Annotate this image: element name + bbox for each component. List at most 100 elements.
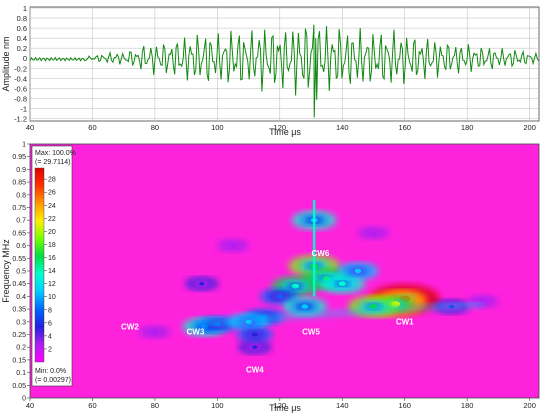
waveform-y-tick-label: -0.8 [14,94,27,103]
heatmap-y-tick-label: 0 [22,396,26,403]
heatmap-y-tick-label: 0.65 [12,230,26,237]
heatmap-energy-core [354,268,362,274]
heatmap-y-tick-label: 0.5 [16,269,26,276]
colorbar-tick-label: 18 [48,242,56,249]
heatmap-energy-core [152,330,158,334]
annotation-cw5: CW5 [302,328,320,337]
heatmap-x-tick-label: 140 [336,401,349,410]
waveform-x-axis-label: Time μs [269,127,301,137]
waveform-y-tick-label: 0.4 [17,34,27,43]
colorbar-tick-label: 26 [48,190,56,197]
waveform-x-tick-label: 80 [151,123,159,132]
heatmap-dispersion-band [195,302,483,326]
colorbar-tick-label: 24 [48,203,56,210]
heatmap-y-tick-label: 0.8 [16,192,26,199]
colorbar-tick-label: 16 [48,255,56,262]
heatmap-energy-core [338,281,346,286]
waveform-x-tick-label: 60 [88,123,96,132]
heatmap-energy-core [371,231,376,235]
waveform-y-tick-label: 0.2 [17,44,27,53]
waveform-y-axis-label: Amplitude nm [1,36,11,91]
waveform-y-tick-label: -1 [20,104,27,113]
heatmap-y-tick-label: 0.35 [12,307,26,314]
heatmap-x-tick-label: 180 [461,401,474,410]
colorbar-max-value: (= 29.7114) [35,159,70,166]
heatmap-y-axis-label: Frequency MHz [1,239,11,303]
colorbar-gradient [34,167,45,363]
heatmap-y-tick-label: 0.95 [12,154,26,161]
heatmap-x-tick-label: 80 [151,401,159,410]
annotation-cw3: CW3 [187,328,205,337]
heatmap-energy-core [369,304,378,310]
heatmap-energy-core [291,283,300,289]
heatmap-x-tick-label: 60 [88,401,96,410]
heatmap-x-axis-label: Time μs [269,403,301,413]
heatmap-energy-core [230,243,236,248]
heatmap-y-tick-label: 0.05 [12,383,26,390]
waveform-x-tick-label: 200 [523,123,536,132]
waveform-y-ticks: 10.80.60.40.20-0.2-0.4-0.6-0.8-1-1.2 [14,4,27,123]
heatmap-y-tick-label: 0.55 [12,256,26,263]
waveform-y-tick-label: 1 [23,4,27,13]
heatmap-y-tick-label: 0.15 [12,357,26,364]
heatmap-background [30,144,539,398]
heatmap-y-tick-label: 0.25 [12,332,26,339]
heatmap-y-tick-label: 0.1 [16,370,26,377]
heatmap-y-tick-label: 1 [22,142,26,149]
colorbar-min-label: Min: 0.0% [35,368,66,375]
heatmap-energy-core [199,281,205,286]
waveform-series-line [29,24,540,118]
waveform-x-tick-label: 100 [211,123,224,132]
heatmap-energy-core [301,304,309,309]
waveform-y-tick-label: -0.4 [14,74,27,83]
colorbar-tick-label: 28 [48,177,56,184]
waveform-x-tick-label: 140 [336,123,349,132]
waveform-y-tick-label: 0.8 [17,14,27,23]
heatmap-energy [138,199,499,360]
heatmap-y-tick-label: 0.45 [12,281,26,288]
heatmap-y-tick-label: 0.75 [12,205,26,212]
heatmap-y-ticks: 1 0.95 0.9 0.85 0.8 0.75 0.7 0.65 0.6 0.55 0.5 0.45… [12,142,30,403]
heatmap-x-tick-label: 200 [523,401,536,410]
heatmap-energy-core [276,294,283,299]
amplitude-waveform-chart: 10.80.60.40.20-0.2-0.4-0.6-0.8-1-1.2 40 6… [1,4,540,137]
waveform-y-tick-label: 0.6 [17,24,27,33]
colorbar-tick-label: 20 [48,229,56,236]
heatmap-x-tick-label: 160 [398,401,411,410]
annotation-cw4: CW4 [246,366,264,375]
colorbar-tick-label: 22 [48,216,56,223]
heatmap-x-tick-label: 40 [26,401,34,410]
heatmap-y-tick-label: 0.6 [16,243,26,250]
heatmap-energy-core [480,299,486,304]
waveform-y-tick-label: -0.2 [14,64,27,73]
colorbar-tick-label: 10 [48,294,56,301]
waveform-y-tick-label: -0.6 [14,84,27,93]
waveform-x-ticks: 40 60 80 100 120 140 160 180 200 [26,123,536,132]
colorbar-tick-label: 4 [48,333,52,340]
heatmap-y-tick-label: 0.2 [16,345,26,352]
waveform-x-tick-label: 180 [461,123,474,132]
colorbar-tick-label: 12 [48,281,56,288]
heatmap-y-tick-label: 0.4 [16,294,26,301]
colorbar-tick-label: 2 [48,346,52,353]
colorbar-tick-label: 14 [48,268,56,275]
annotation-cw2: CW2 [121,322,139,331]
annotation-cw6: CW6 [312,249,330,258]
colorbar-tick-label: 8 [48,307,52,314]
colorbar-min-value: (= 0.00297) [35,377,71,384]
heatmap-x-tick-label: 120 [274,401,287,410]
colorbar-tick-label: 6 [48,320,52,327]
heatmap-y-tick-label: 0.9 [16,167,26,174]
waveform-y-tick-label: 0 [23,54,27,63]
annotation-cw1: CW1 [396,317,414,326]
waveform-x-tick-label: 40 [26,123,34,132]
heatmap-y-tick-label: 0.7 [16,218,26,225]
waveform-y-tick-label: -1.2 [14,114,27,123]
heatmap-y-tick-label: 0.3 [16,319,26,326]
time-frequency-chart: 1 0.95 0.9 0.85 0.8 0.75 0.7 0.65 0.6 0.55 0.5 0.45… [1,142,540,413]
heatmap-y-tick-label: 0.85 [12,180,26,187]
heatmap-x-ticks: 40 60 80 100 120 140 160 180 200 [26,398,536,410]
waveform-x-tick-label: 120 [274,123,287,132]
waveform-plot-area [29,6,540,122]
